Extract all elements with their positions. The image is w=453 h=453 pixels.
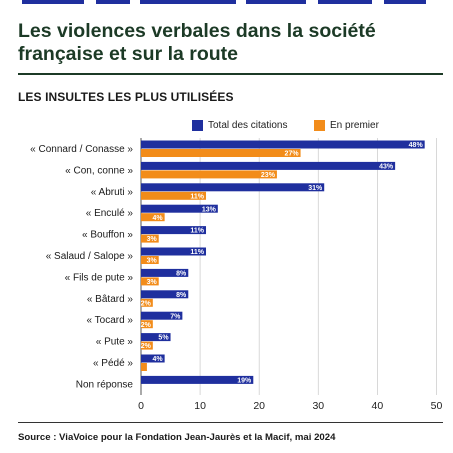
source-divider [18,422,443,423]
legend-item-total: Total des citations [192,120,288,131]
bar-first [141,363,147,371]
x-tick-label: 0 [138,400,144,412]
bar-first [141,320,153,329]
bar-total [141,161,396,170]
bar-total [141,204,218,213]
bar-first [141,256,159,264]
x-tick-label: 50 [431,400,443,412]
data-label-total: 5% [158,335,169,342]
bar-first [141,149,301,157]
chart-title: LES INSULTES LES PLUS UTILISÉES [18,90,234,104]
data-label-total: 8% [176,292,187,299]
x-tick-label: 20 [253,400,265,412]
bar-first [141,277,159,286]
title-divider [18,73,443,75]
legend-swatch-first [314,120,325,131]
bar-first [141,191,207,200]
data-label-first: 2% [141,300,152,307]
source-note: Source : ViaVoice pour la Fondation Jean… [18,432,336,443]
data-label-total: 19% [237,378,252,385]
bar-total [141,268,189,277]
data-label-total: 11% [190,228,204,235]
bar-first [141,234,159,243]
category-label: « Tocard » [86,315,133,326]
bar-total [141,140,425,149]
category-label: « Enculé » [86,208,134,219]
top-cut-banner [0,0,453,8]
data-label-first: 3% [147,236,158,243]
data-label-total: 48% [409,142,424,149]
x-tick-label: 10 [194,400,206,412]
bar-first [141,213,165,222]
bar-total [141,247,207,256]
category-label: « Pute » [96,337,134,348]
category-label: Non réponse [76,379,134,390]
legend-label-total: Total des citations [208,120,288,131]
category-label: « Con, conne » [65,165,133,176]
x-tick-label: 30 [312,400,324,412]
category-label: « Connard / Conasse » [30,144,133,155]
bar-total [141,183,325,192]
category-label: « Bouffon » [82,230,133,241]
legend-item-first: En premier [314,120,379,131]
data-label-first: 2% [141,343,152,350]
data-label-total: 13% [202,206,217,213]
data-label-total: 11% [190,249,204,256]
category-label: « Bâtard » [87,294,134,305]
data-label-first: 3% [147,279,158,286]
category-label: « Abruti » [91,187,134,198]
bar-total [141,290,189,299]
page-title: Les violences verbales dans la société f… [18,20,376,65]
data-label-first: 23% [261,172,276,179]
bar-total [141,311,183,320]
legend-swatch-total [192,120,203,131]
legend-label-first: En premier [330,120,379,131]
bar-total [141,354,165,363]
bar-total [141,333,171,342]
bar-total [141,226,207,235]
data-label-total: 7% [170,313,181,320]
bar-first [141,341,153,350]
data-label-first: 4% [153,215,164,222]
bar-total [141,375,254,384]
data-label-total: 43% [379,164,394,171]
data-label-first: 3% [147,258,158,265]
data-label-total: 8% [176,271,187,278]
x-tick-label: 40 [372,400,384,412]
data-label-first: 11% [190,193,204,200]
data-label-total: 4% [153,356,164,363]
category-label: « Salaud / Salope » [46,251,134,262]
data-label-first: 27% [285,151,300,158]
category-label: « Pédé » [93,358,133,369]
category-label: « Fils de pute » [65,272,134,283]
bar-first [141,170,277,179]
bar-first [141,298,153,307]
data-label-first: 2% [141,322,152,329]
data-label-total: 31% [308,185,323,192]
